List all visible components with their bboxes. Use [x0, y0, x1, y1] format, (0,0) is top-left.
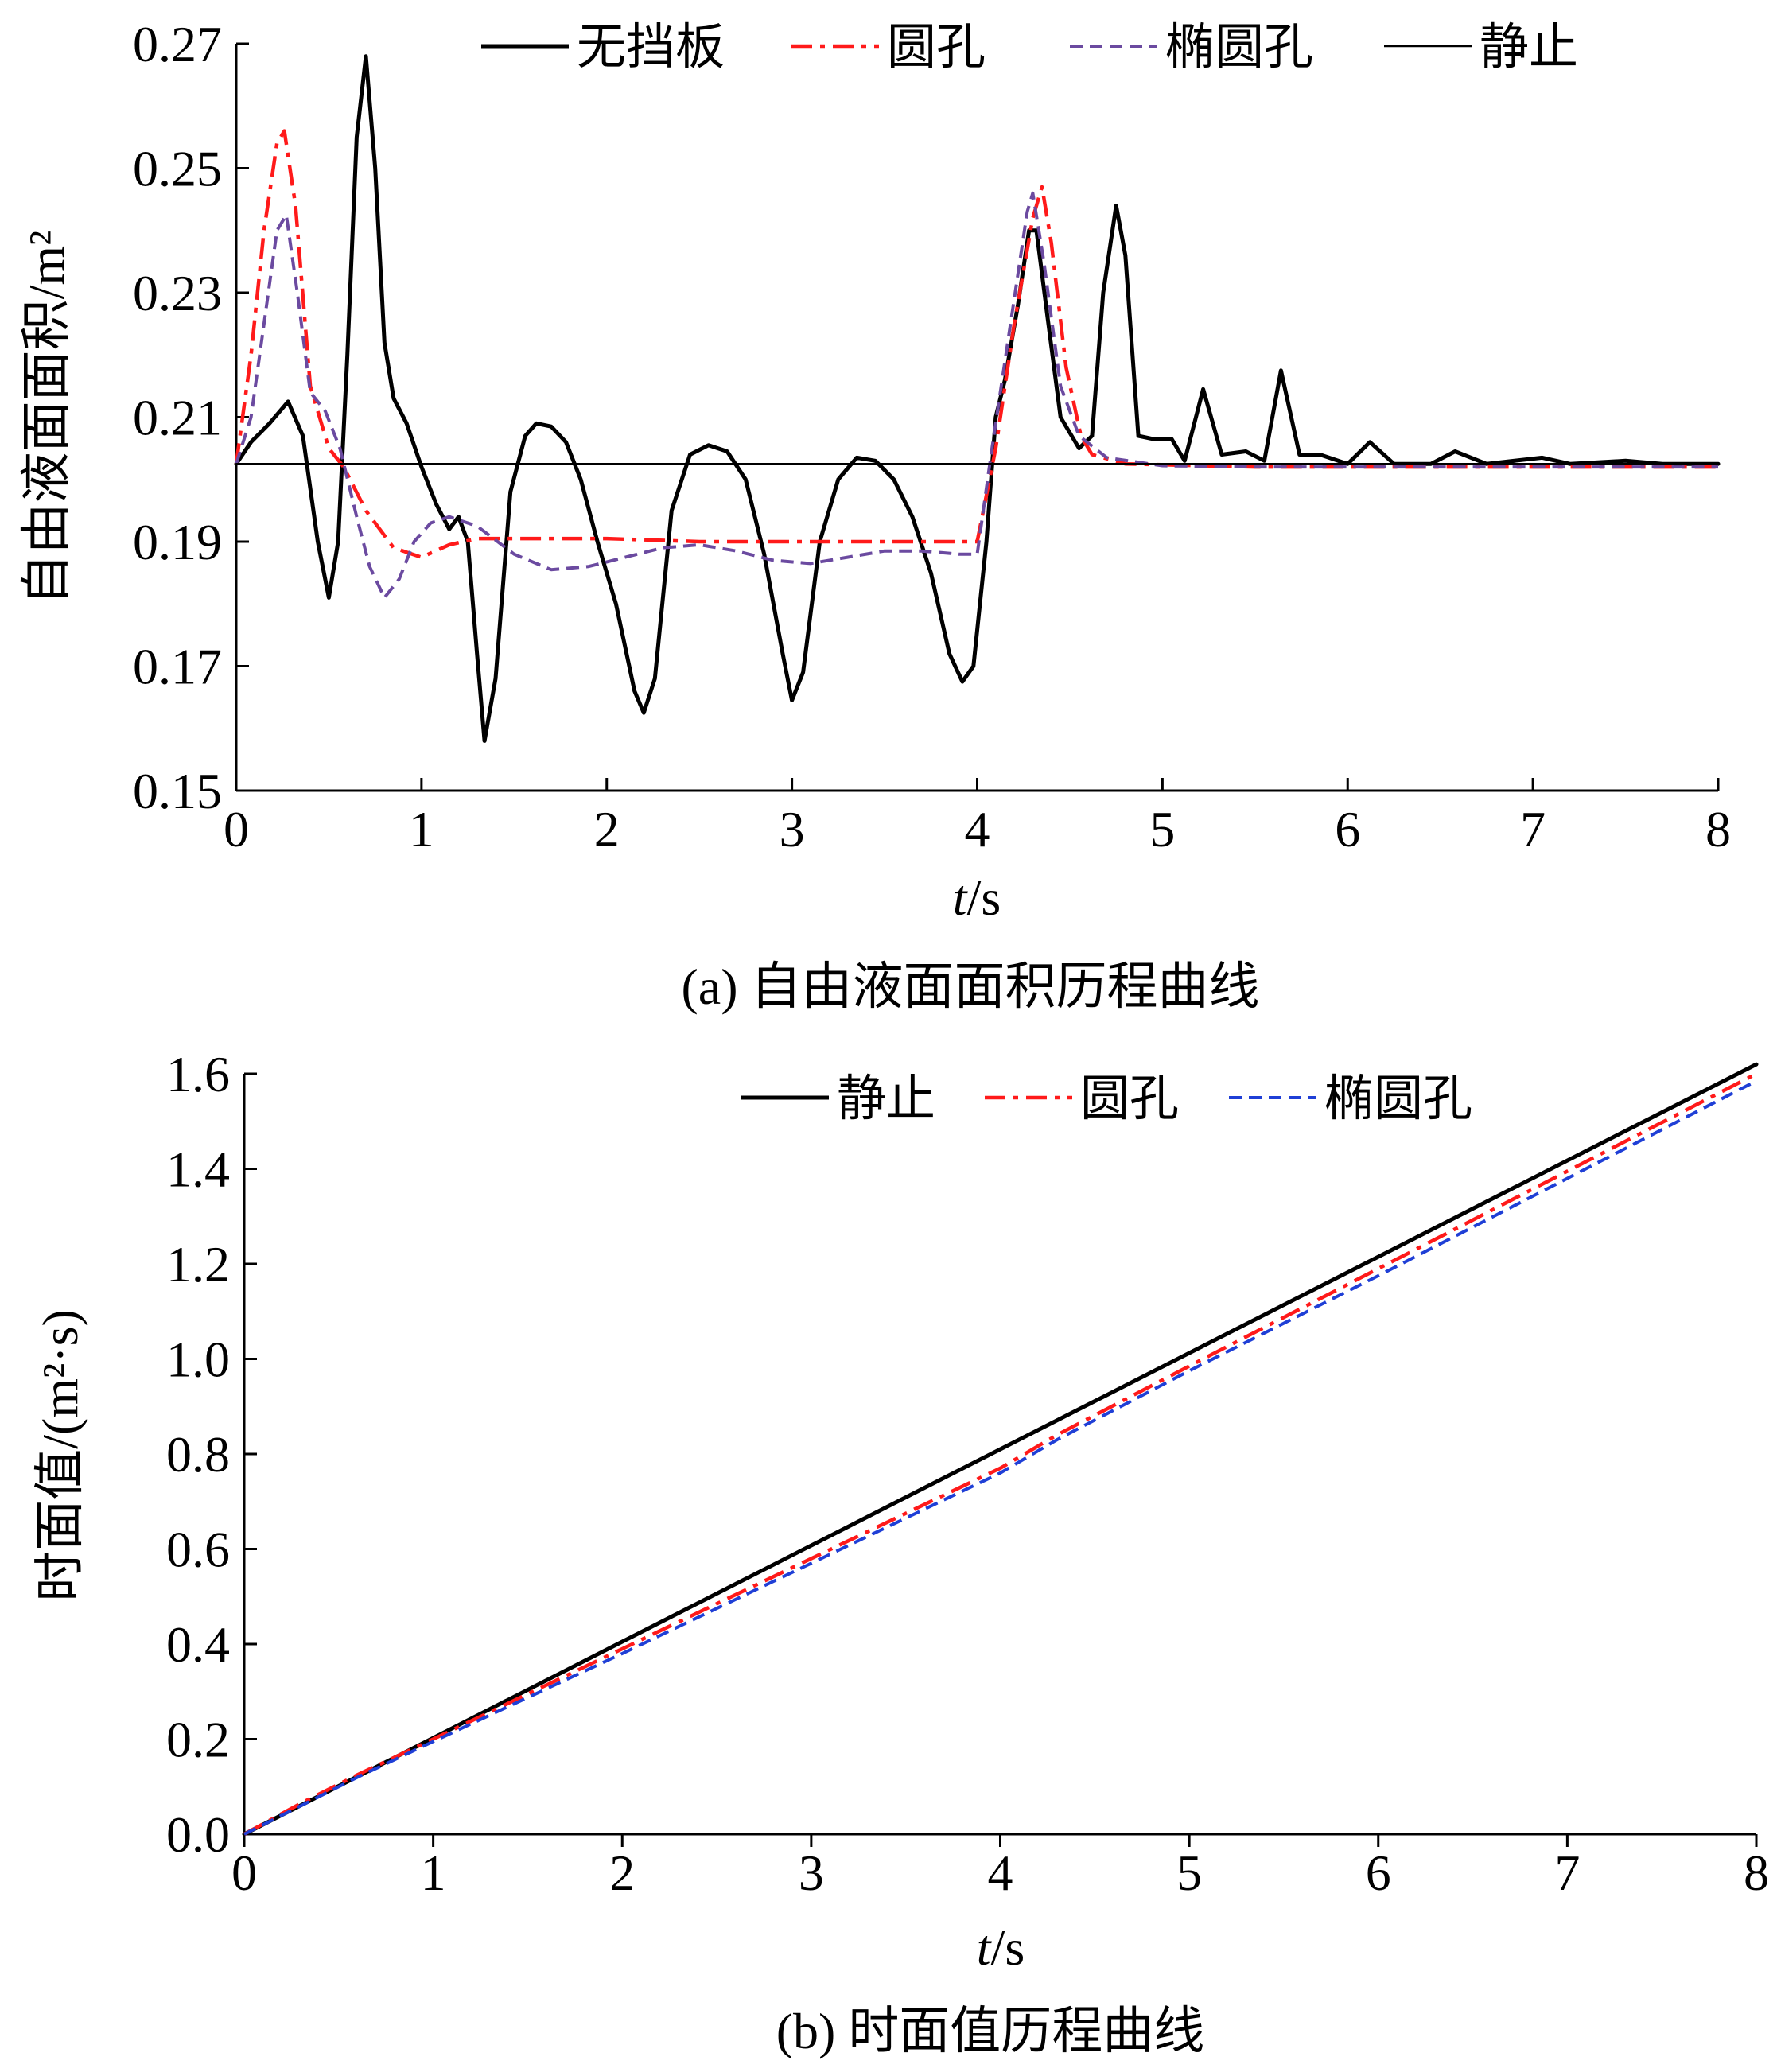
chart-a: 0 1 2 3 4 5 6 7 8 0.15 0.17 0.19 0.21 0.23 0.25 0.27 无…	[18, 16, 1731, 1015]
y-tick-label: 1.0	[166, 1331, 230, 1388]
series-line-圆孔	[234, 129, 1718, 559]
y-tick-label: 1.6	[166, 1046, 230, 1102]
chart-a-y-axis-title: 自由液面面积/m²	[18, 231, 75, 605]
chart-b: 0 1 2 3 4 5 6 7 8 0.0 0.2 0.4 0.6 0.8 1.0 1.2 1.4 1.6 静止…	[32, 1046, 1769, 2059]
legend-label: 椭圆孔	[1165, 21, 1313, 75]
x-tick-label: 6	[1335, 801, 1360, 857]
y-tick-label: 0.0	[166, 1806, 230, 1863]
x-tick-label: 4	[988, 1845, 1013, 1901]
x-tick-label: 0	[231, 1845, 257, 1901]
x-tick-label: 3	[799, 1845, 824, 1901]
y-tick-label: 0.27	[133, 16, 222, 72]
series-line-圆孔	[243, 1072, 1758, 1836]
legend-label: 椭圆孔	[1324, 1072, 1472, 1126]
chart-a-caption: (a) 自由液面面积历程曲线	[681, 958, 1259, 1015]
chart-b-series	[242, 1062, 1759, 1837]
y-tick-label: 0.17	[133, 639, 222, 695]
chart-b-caption: (b) 时面值历程曲线	[776, 2003, 1205, 2059]
chart-a-series	[234, 54, 1721, 743]
y-tick-label: 0.23	[133, 265, 222, 321]
chart-a-x-ticks: 0 1 2 3 4 5 6 7 8	[224, 778, 1731, 857]
x-tick-label: 2	[594, 801, 620, 857]
x-tick-label: 0	[224, 801, 249, 857]
y-tick-label: 0.6	[166, 1522, 230, 1578]
y-tick-label: 0.2	[166, 1712, 230, 1768]
x-tick-label: 1	[409, 801, 434, 857]
legend-label: 静止	[1480, 21, 1578, 75]
chart-a-x-axis-title: t/s	[953, 869, 1001, 926]
chart-a-y-ticks: 0.15 0.17 0.19 0.21 0.23 0.25 0.27	[133, 16, 249, 819]
y-tick-label: 0.19	[133, 514, 222, 570]
y-tick-label: 0.25	[133, 141, 222, 197]
y-tick-label: 0.4	[166, 1616, 230, 1673]
x-tick-label: 5	[1149, 801, 1175, 857]
legend-label: 圆孔	[1080, 1072, 1179, 1126]
y-tick-label: 1.4	[166, 1141, 230, 1198]
legend-label: 无挡板	[577, 21, 725, 75]
chart-b-y-ticks: 0.0 0.2 0.4 0.6 0.8 1.0 1.2 1.4 1.6	[166, 1046, 257, 1863]
legend-label: 圆孔	[887, 21, 986, 75]
x-tick-label: 6	[1366, 1845, 1391, 1901]
chart-b-y-axis-title: 时面值/(m²·s)	[32, 1309, 88, 1602]
x-tick-label: 3	[780, 801, 805, 857]
x-tick-label: 8	[1705, 801, 1731, 857]
x-tick-label: 8	[1744, 1845, 1769, 1901]
x-tick-label: 1	[421, 1845, 446, 1901]
x-tick-label: 4	[965, 801, 990, 857]
legend-label: 静止	[837, 1072, 935, 1126]
chart-b-legend: 静止 圆孔 椭圆孔	[741, 1072, 1472, 1126]
y-tick-label: 0.8	[166, 1426, 230, 1483]
series-line-无挡板	[234, 54, 1721, 743]
y-tick-label: 1.2	[166, 1236, 230, 1293]
x-tick-label: 7	[1520, 801, 1546, 857]
series-line-静止	[242, 1062, 1759, 1837]
chart-b-x-ticks: 0 1 2 3 4 5 6 7 8	[231, 1834, 1769, 1901]
chart-b-x-axis-title: t/s	[977, 1919, 1025, 1976]
chart-a-legend: 无挡板 圆孔 椭圆孔 静止	[481, 21, 1578, 75]
y-tick-label: 0.15	[133, 763, 222, 819]
x-tick-label: 7	[1554, 1845, 1580, 1901]
x-tick-label: 2	[609, 1845, 635, 1901]
y-tick-label: 0.21	[133, 390, 222, 446]
x-tick-label: 5	[1176, 1845, 1202, 1901]
series-line-椭圆孔	[243, 1079, 1757, 1836]
